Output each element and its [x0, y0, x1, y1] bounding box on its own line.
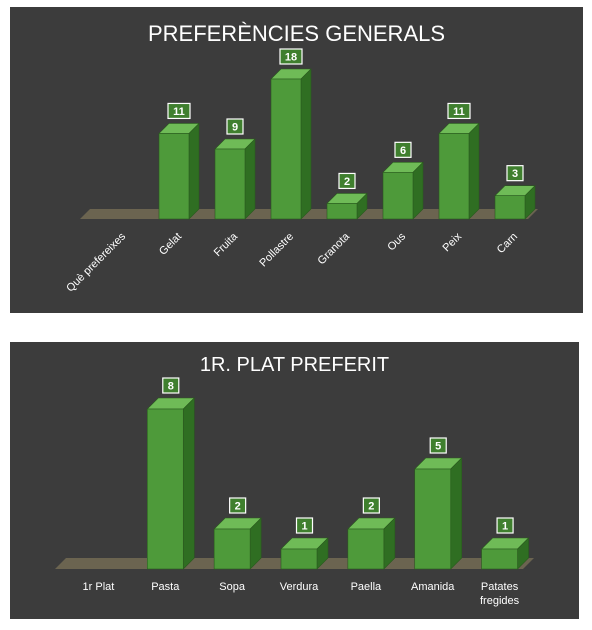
data-label-box	[394, 141, 412, 158]
bar	[326, 203, 358, 220]
x-tick-label: Verdura	[280, 581, 319, 593]
bar	[146, 408, 184, 570]
data-label-box	[279, 48, 303, 65]
bar	[213, 528, 251, 570]
data-label-box	[229, 497, 247, 514]
bar	[494, 195, 526, 220]
data-label: 11	[453, 106, 465, 118]
data-label: 6	[400, 145, 406, 157]
bar-side	[450, 457, 463, 570]
bar-side	[244, 138, 256, 220]
bar	[280, 548, 318, 570]
data-label: 2	[344, 176, 350, 188]
x-tick-label: Amanida	[411, 581, 455, 593]
data-label: 2	[368, 501, 374, 513]
x-tick-label: Granota	[316, 230, 353, 267]
data-label-box	[167, 102, 191, 120]
chart-plot-area: Què prefereixes 11 Gelat 9 Fruita 18 Pollastre…	[64, 48, 538, 294]
chart-1r-plat-preferit: 1R. PLAT PREFERIT 1r Plat 8 Pasta 2 Sopa 1 Ver…	[10, 342, 579, 619]
bar-side	[300, 68, 312, 220]
x-tick-label: Carn	[495, 231, 520, 256]
bar	[414, 468, 452, 570]
bar	[270, 78, 302, 220]
data-label-box	[506, 165, 524, 182]
x-tick-label: Gelat	[157, 231, 184, 258]
bar	[438, 133, 470, 220]
x-tick-label: Peix	[440, 230, 464, 254]
chart-plot-area: 1r Plat 8 Pasta 2 Sopa 1 Verdura 2 Paella 5 Amanid…	[55, 377, 534, 607]
x-tick-label: Fruita	[212, 230, 241, 259]
bar	[214, 148, 246, 220]
data-label: 1	[502, 521, 508, 533]
data-label-box	[429, 437, 447, 454]
data-label: 1	[301, 521, 307, 533]
bar-side	[468, 122, 480, 220]
chart-title: 1R. PLAT PREFERIT	[199, 354, 390, 376]
data-label: 2	[235, 501, 241, 513]
data-label: 9	[232, 122, 238, 134]
chart-title: PREFERÈNCIES GENERALS	[147, 21, 446, 46]
data-label: 11	[173, 106, 185, 118]
data-label-box	[338, 172, 356, 190]
data-label-box	[295, 517, 314, 534]
x-tick-label: Sopa	[219, 581, 246, 593]
data-label-box	[447, 102, 471, 120]
x-tick-label: Paella	[351, 581, 382, 593]
x-tick-label: Pollastre	[257, 231, 296, 270]
x-tick-label: Què prefereixes	[64, 230, 128, 294]
x-tick-label: Patates fregides	[480, 581, 520, 607]
x-tick-label: 1r Plat	[83, 581, 115, 593]
bar-side	[182, 397, 195, 570]
data-label: 3	[512, 168, 518, 180]
data-label-box	[362, 497, 380, 514]
x-tick-label: Pasta	[151, 581, 180, 593]
data-label: 5	[435, 441, 441, 453]
bar-side	[412, 161, 424, 220]
data-label-box	[496, 517, 514, 534]
bar	[347, 528, 385, 570]
data-label-box	[162, 377, 180, 394]
chart-preferencies-generals: PREFERÈNCIES GENERALS Què prefereixes 11 G…	[10, 7, 583, 313]
data-label: 18	[285, 52, 297, 64]
x-tick-label: Ous	[385, 230, 408, 253]
bar	[158, 133, 190, 220]
bar-side	[188, 122, 200, 220]
data-label: 8	[168, 381, 174, 393]
bar	[481, 548, 518, 570]
data-label-box	[226, 118, 244, 135]
bar	[382, 172, 414, 220]
